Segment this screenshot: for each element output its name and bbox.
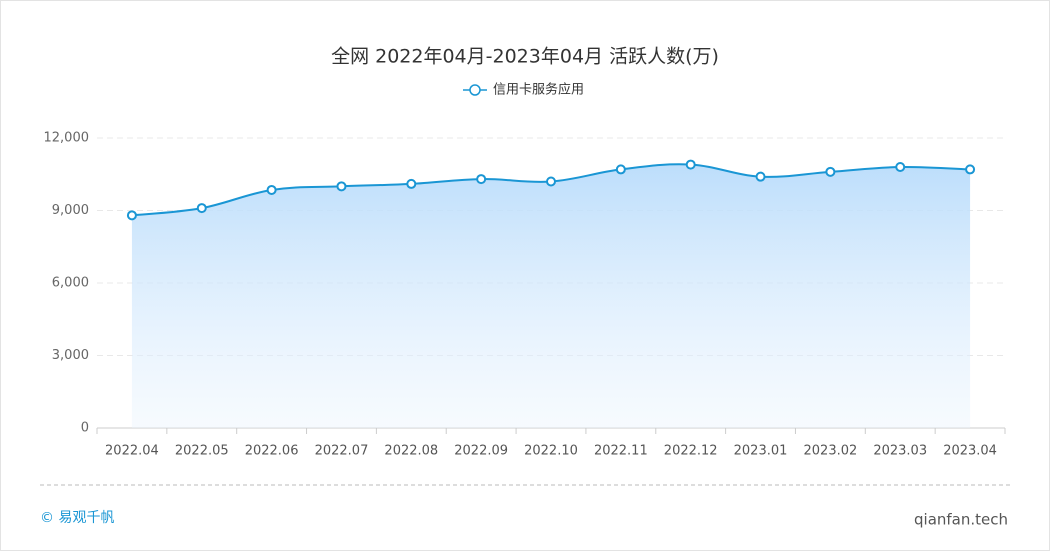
y-tick-label: 12,000 (44, 131, 90, 146)
x-tick-label: 2022.09 (454, 444, 508, 459)
x-tick-label: 2022.06 (245, 444, 299, 459)
area (131, 164, 971, 428)
point (685, 159, 696, 170)
chart-title: 全网 2022年04月-2023年04月 活跃人数(万) (331, 46, 719, 68)
x-tick-label: 2022.07 (315, 444, 369, 459)
x-tick-label: 2023.02 (804, 444, 858, 459)
y-tick-label: 3,000 (52, 348, 89, 363)
x-tick-label: 2023.01 (734, 444, 788, 459)
point (126, 210, 137, 221)
footer-site: qianfan.tech (914, 511, 1008, 529)
footer-brand: © 易观千帆 (40, 510, 114, 526)
point (895, 162, 906, 172)
point (615, 164, 626, 175)
point (755, 171, 766, 182)
x-tick-label: 2022.10 (524, 444, 578, 459)
y-tick-label: 6,000 (52, 276, 89, 291)
point (476, 174, 487, 185)
point (546, 176, 556, 187)
point (266, 184, 277, 195)
point (406, 178, 417, 189)
legend-marker (469, 84, 481, 96)
point (336, 181, 347, 192)
legend-label: 信用卡服务应用 (493, 82, 584, 98)
x-tick-label: 2022.12 (664, 444, 718, 459)
x-tick-label: 2022.04 (105, 444, 159, 459)
point (825, 166, 836, 177)
y-tick-label: 9,000 (52, 203, 89, 218)
x-tick-label: 2022.08 (384, 444, 438, 459)
y-tick-label: 0 (81, 421, 89, 436)
point (196, 203, 207, 214)
x-tick-label: 2023.03 (873, 444, 927, 459)
x-tick-label: 2022.05 (175, 444, 229, 459)
x-tick-label: 2022.11 (594, 444, 648, 459)
x-tick-label: 2023.04 (943, 444, 997, 459)
point (965, 164, 976, 175)
